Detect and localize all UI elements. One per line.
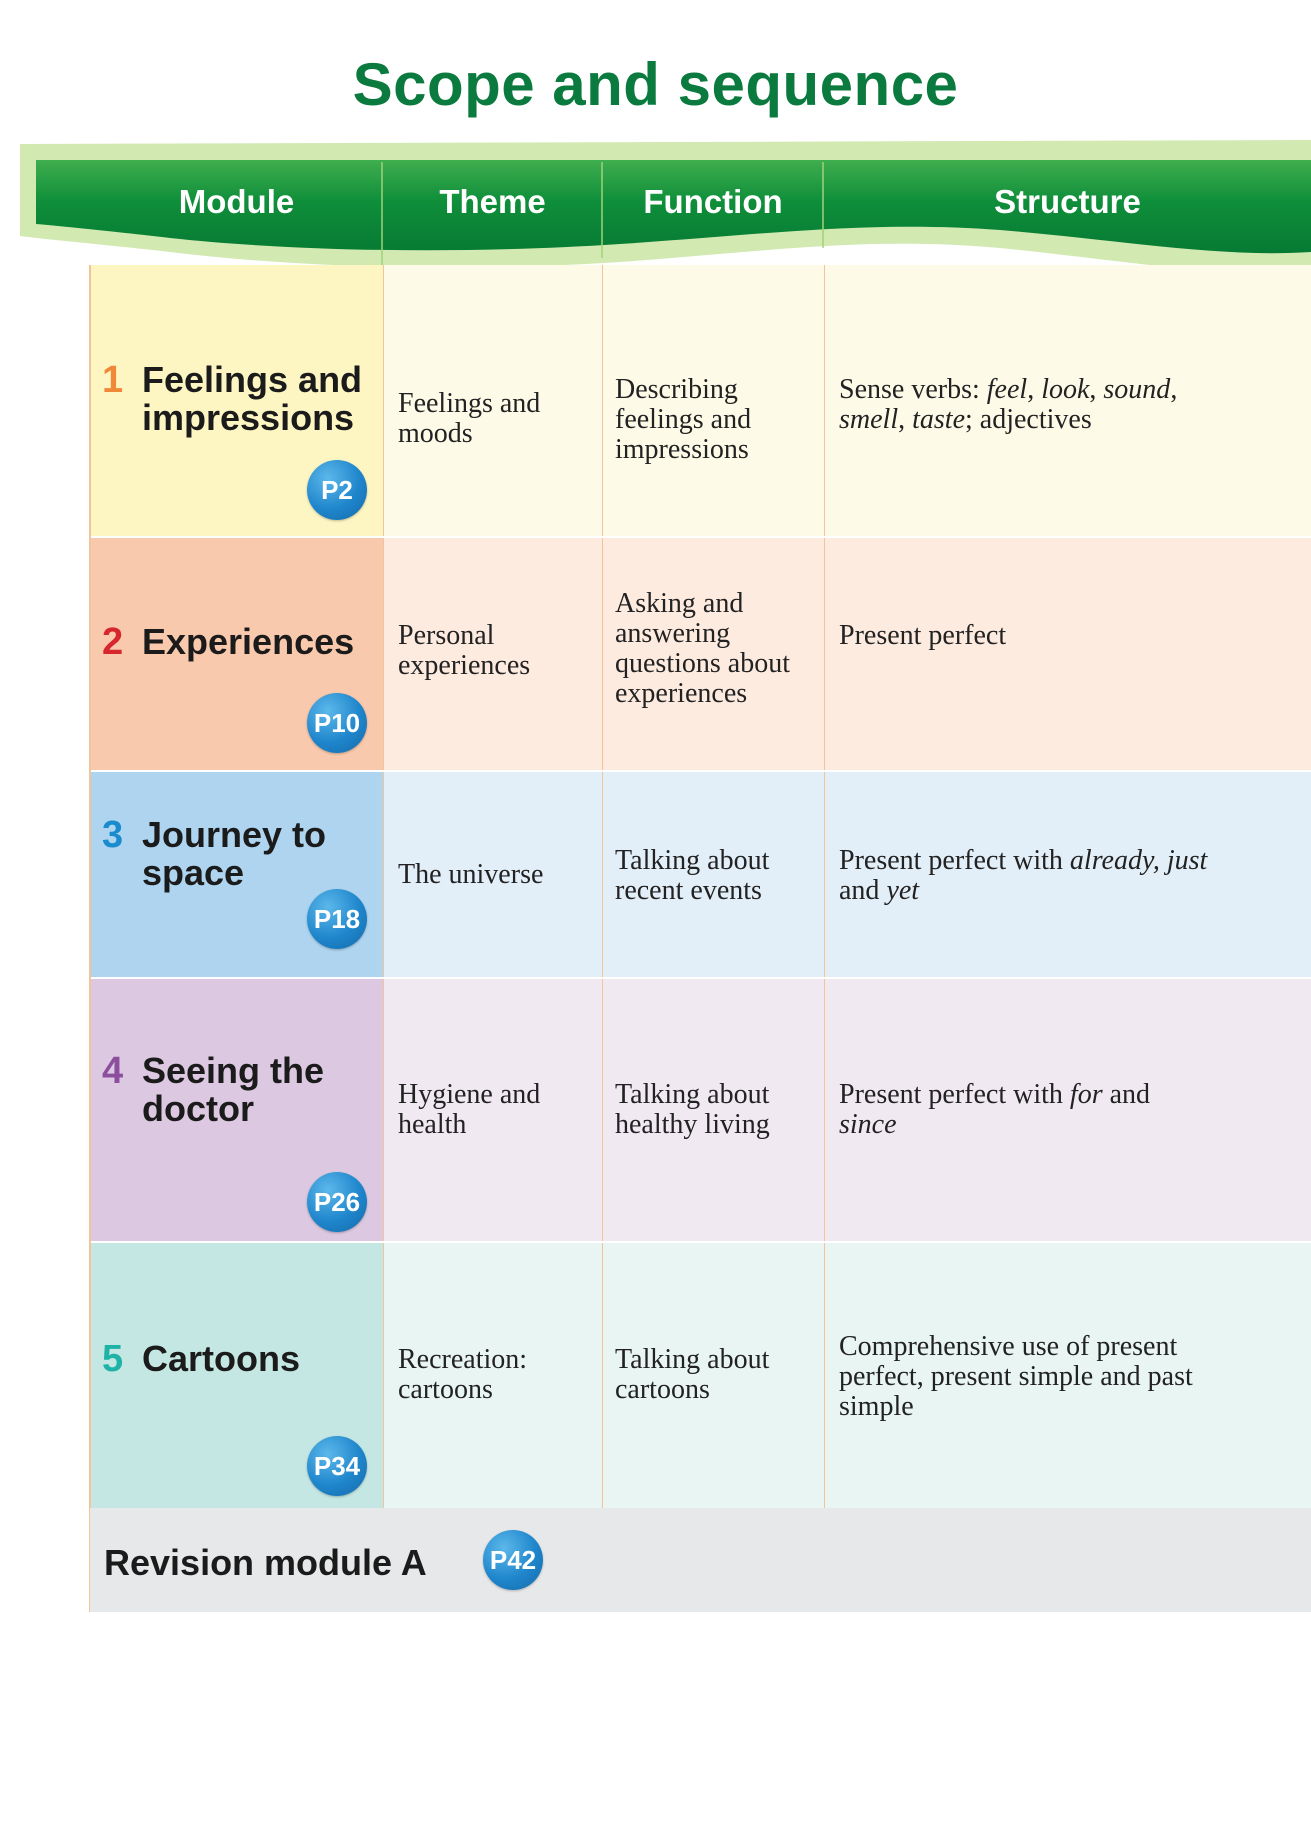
page-badge[interactable]: P42 <box>483 1530 543 1590</box>
theme-text: Recreation: cartoons <box>398 1344 528 1405</box>
module-cell: 1 Feelings and impressions P2 <box>90 265 383 537</box>
structure-text: Sense verbs: feel, look, sound, smell, t… <box>839 374 1178 435</box>
module-name: Feelings and impressions <box>142 359 363 438</box>
module-cell: 5 Cartoons P34 <box>90 1242 383 1508</box>
page-badge[interactable]: P26 <box>307 1172 367 1232</box>
structure-text: Present perfect <box>839 620 1007 651</box>
page-badge[interactable]: P34 <box>307 1436 367 1496</box>
theme-cell: Personal experiences <box>383 537 602 771</box>
row-divider <box>90 977 1311 979</box>
module-number: 1 <box>102 359 124 401</box>
page-badge[interactable]: P2 <box>307 460 367 520</box>
theme-text: The universe <box>398 859 544 890</box>
module-number: 3 <box>102 814 124 856</box>
revision-label: Revision module A <box>104 1542 427 1583</box>
theme-cell: Feelings and moods <box>383 265 602 537</box>
function-text: Describing feelings and impressions <box>615 374 752 465</box>
structure-cell: Sense verbs: feel, look, sound, smell, t… <box>824 265 1311 537</box>
page-badge[interactable]: P18 <box>307 889 367 949</box>
function-cell: Talking about cartoons <box>602 1242 824 1508</box>
module-name: Seeing the doctor <box>142 1050 325 1129</box>
module-cell: 2 Experiences P10 <box>90 537 383 771</box>
row-divider <box>90 536 1311 538</box>
module-number: 4 <box>102 1050 124 1092</box>
module-row: 1 Feelings and impressions P2 Feelings and … <box>90 265 1311 537</box>
module-number: 2 <box>102 621 124 663</box>
theme-cell: Recreation: cartoons <box>383 1242 602 1508</box>
structure-text: Comprehensive use of present perfect, pr… <box>839 1331 1193 1422</box>
module-cell: 4 Seeing the doctor P26 <box>90 978 383 1242</box>
page-badge[interactable]: P10 <box>307 693 367 753</box>
module-row: 3 Journey to space P18 The universe Talking … <box>90 771 1311 978</box>
module-name: Experiences <box>142 621 355 662</box>
structure-cell: Present perfect <box>824 537 1311 771</box>
structure-cell: Present perfect with for and since <box>824 978 1311 1242</box>
page-title: Scope and sequence <box>352 51 959 118</box>
function-text: Talking about healthy living <box>615 1079 770 1140</box>
header-theme: Theme <box>439 183 546 220</box>
function-cell: Describing feelings and impressions <box>602 265 824 537</box>
row-divider <box>90 770 1311 772</box>
row-divider <box>90 1241 1311 1243</box>
structure-text: Present perfect with for and since <box>839 1079 1151 1140</box>
function-cell: Talking about healthy living <box>602 978 824 1242</box>
theme-text: Personal experiences <box>398 620 531 681</box>
module-row: 4 Seeing the doctor P26 Hygiene and health T… <box>90 978 1311 1242</box>
header-module: Module <box>178 183 295 220</box>
revision-row: Revision module A P42 <box>90 1508 1311 1612</box>
function-text: Asking and answering questions about exp… <box>615 588 790 709</box>
module-row: 5 Cartoons P34 Recreation: cartoons Talking … <box>90 1242 1311 1508</box>
function-text: Talking about cartoons <box>615 1344 770 1405</box>
theme-text: Hygiene and health <box>398 1079 541 1140</box>
module-name: Cartoons <box>142 1338 301 1379</box>
theme-cell: Hygiene and health <box>383 978 602 1242</box>
module-name: Journey to space <box>142 814 327 893</box>
function-cell: Asking and answering questions about exp… <box>602 537 824 771</box>
theme-text: Feelings and moods <box>398 388 541 449</box>
structure-cell: Comprehensive use of present perfect, pr… <box>824 1242 1311 1508</box>
module-number: 5 <box>102 1338 124 1380</box>
table-left-rule <box>89 265 91 1612</box>
structure-text: Present perfect with already, just and y… <box>839 845 1208 906</box>
theme-cell: The universe <box>383 771 602 978</box>
module-cell: 3 Journey to space P18 <box>90 771 383 978</box>
function-cell: Talking about recent events <box>602 771 824 978</box>
header-function: Function <box>643 183 783 220</box>
header-banner <box>20 140 1311 274</box>
structure-cell: Present perfect with already, just and y… <box>824 771 1311 978</box>
module-row: 2 Experiences P10 Personal experiences Askin… <box>90 537 1311 771</box>
header-structure: Structure <box>994 183 1141 220</box>
function-text: Talking about recent events <box>615 845 770 906</box>
